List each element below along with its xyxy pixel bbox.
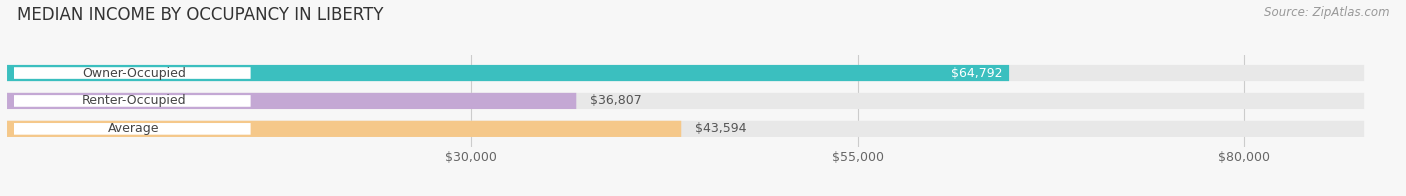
Text: Owner-Occupied: Owner-Occupied [82,66,186,80]
Text: Average: Average [108,122,159,135]
FancyBboxPatch shape [14,95,250,107]
Text: MEDIAN INCOME BY OCCUPANCY IN LIBERTY: MEDIAN INCOME BY OCCUPANCY IN LIBERTY [17,6,384,24]
FancyBboxPatch shape [7,65,1010,81]
FancyBboxPatch shape [7,93,576,109]
Text: $36,807: $36,807 [591,94,643,107]
Text: Renter-Occupied: Renter-Occupied [82,94,186,107]
Text: $43,594: $43,594 [695,122,747,135]
FancyBboxPatch shape [7,121,682,137]
FancyBboxPatch shape [14,123,250,135]
FancyBboxPatch shape [7,121,1364,137]
Text: Source: ZipAtlas.com: Source: ZipAtlas.com [1264,6,1389,19]
FancyBboxPatch shape [7,65,1364,81]
FancyBboxPatch shape [7,93,1364,109]
Text: $64,792: $64,792 [950,66,1002,80]
FancyBboxPatch shape [14,67,250,79]
